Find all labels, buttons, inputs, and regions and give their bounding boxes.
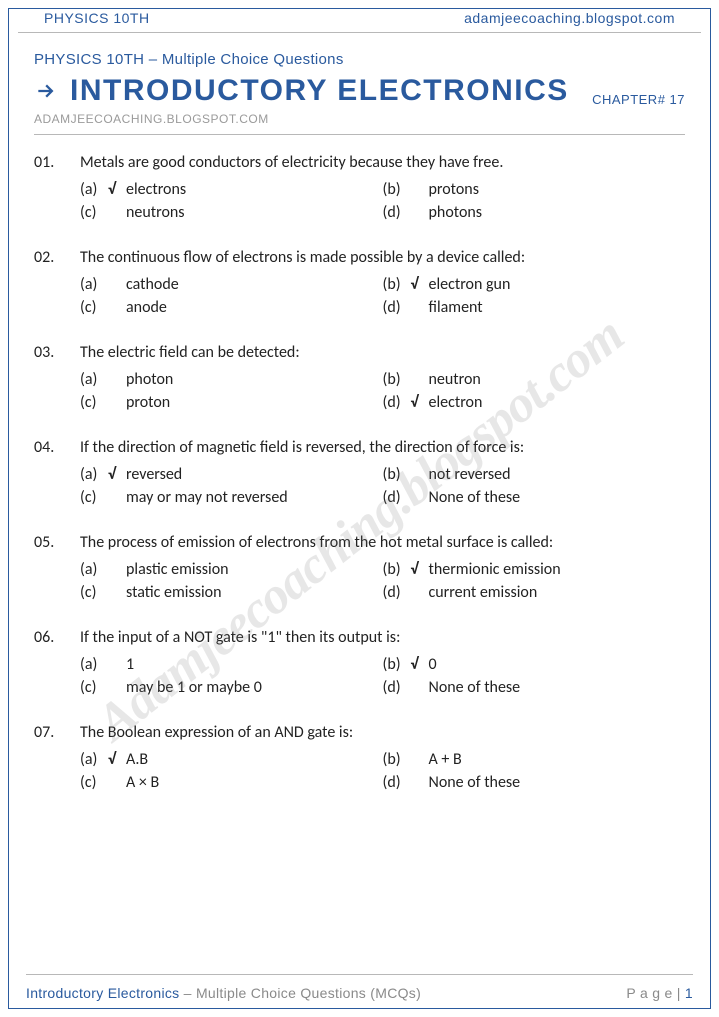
footer-page: P a g e | 1 xyxy=(626,985,693,1001)
footer-topic: Introductory Electronics xyxy=(26,985,179,1001)
footer-bar: Introductory Electronics – Multiple Choi… xyxy=(26,974,693,1001)
page-border xyxy=(8,8,711,1009)
footer-left: Introductory Electronics – Multiple Choi… xyxy=(26,985,421,1001)
footer-desc: – Multiple Choice Questions (MCQs) xyxy=(179,985,421,1001)
page-number: 1 xyxy=(685,985,693,1001)
page-label: P a g e | xyxy=(626,985,685,1001)
